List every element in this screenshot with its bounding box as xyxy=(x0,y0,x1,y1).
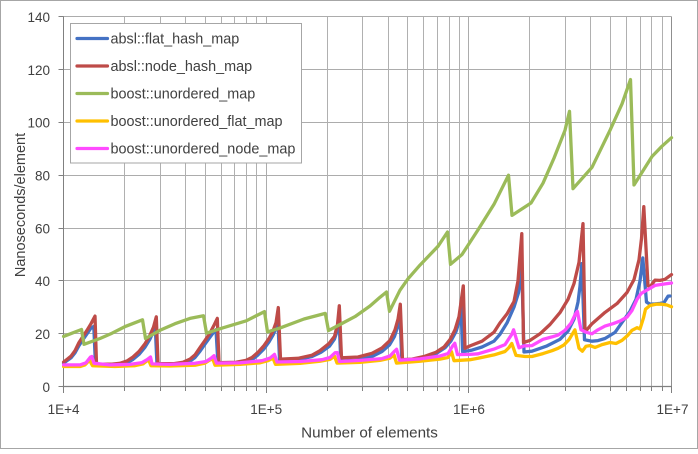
svg-text:1E+6: 1E+6 xyxy=(453,402,485,417)
svg-text:1E+7: 1E+7 xyxy=(657,402,689,417)
svg-text:80: 80 xyxy=(35,169,50,184)
svg-text:60: 60 xyxy=(35,221,50,236)
svg-text:absl::node_hash_map: absl::node_hash_map xyxy=(111,59,253,75)
svg-text:boost::unordered_map: boost::unordered_map xyxy=(111,87,256,103)
svg-text:100: 100 xyxy=(27,116,50,131)
svg-text:40: 40 xyxy=(35,274,50,289)
svg-text:20: 20 xyxy=(35,327,50,342)
svg-text:140: 140 xyxy=(27,10,50,25)
svg-text:1E+4: 1E+4 xyxy=(48,402,80,417)
svg-text:120: 120 xyxy=(27,63,50,78)
svg-text:Nanoseconds/element: Nanoseconds/element xyxy=(13,133,29,277)
svg-text:0: 0 xyxy=(42,380,50,395)
svg-text:boost::unordered_node_map: boost::unordered_node_map xyxy=(111,142,296,158)
svg-text:Number of elements: Number of elements xyxy=(301,425,438,442)
svg-text:boost::unordered_flat_map: boost::unordered_flat_map xyxy=(111,114,283,130)
svg-text:absl::flat_hash_map: absl::flat_hash_map xyxy=(111,32,240,48)
svg-text:1E+5: 1E+5 xyxy=(250,402,282,417)
